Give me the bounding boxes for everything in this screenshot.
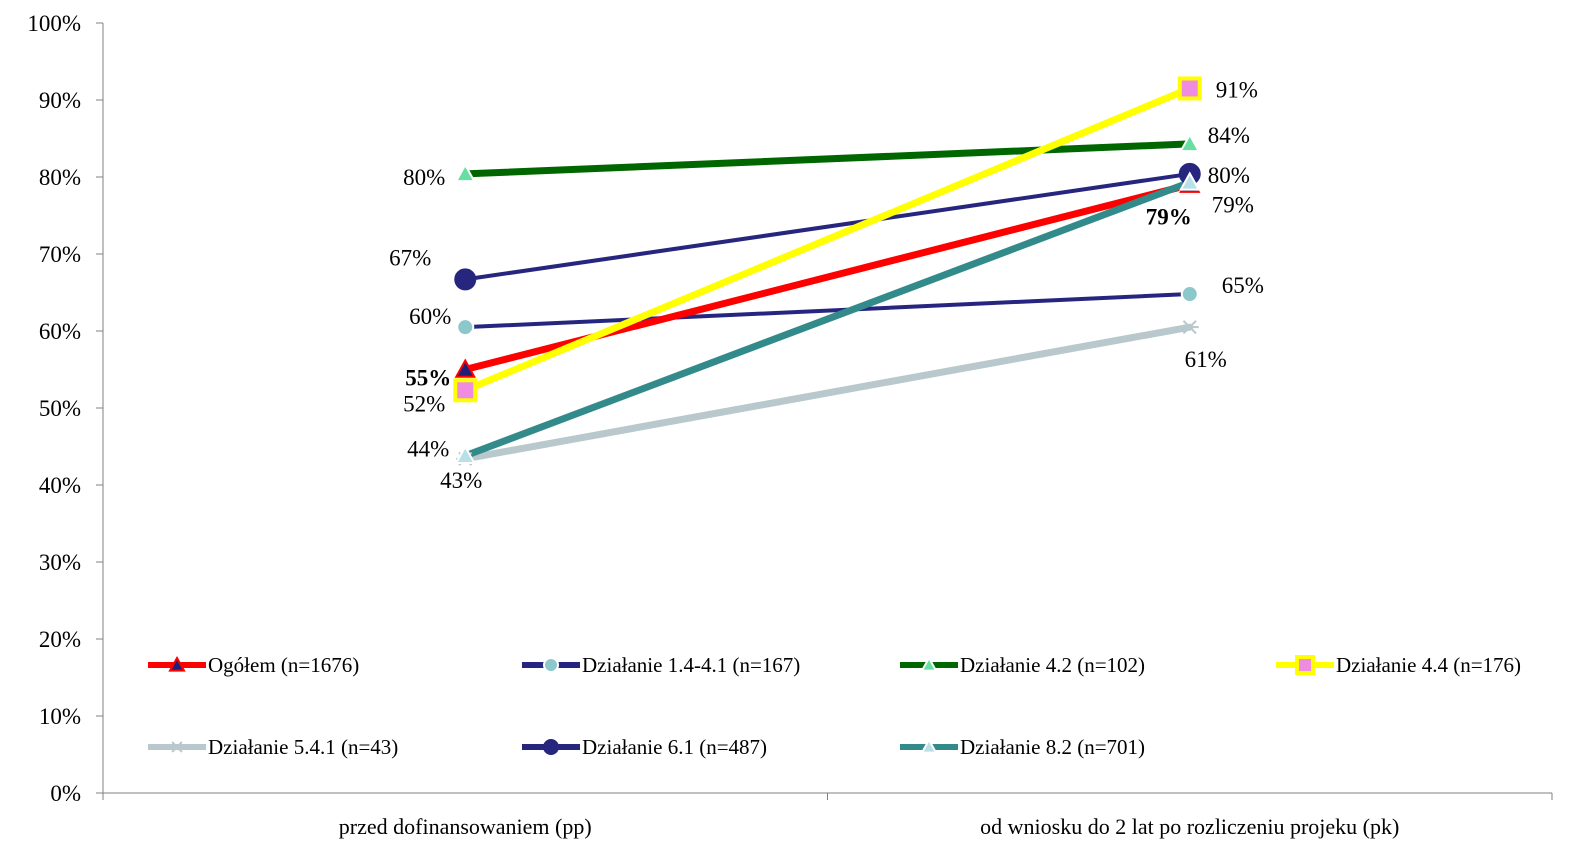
legend-entry: Działanie 4.4 (n=176) <box>1276 653 1521 677</box>
series-markers <box>453 76 1202 466</box>
legend: Ogółem (n=1676) Działanie 1.4-4.1 (n=167)… <box>148 653 1521 759</box>
legend-label: Ogółem (n=1676) <box>208 653 359 677</box>
data-label: 60% <box>409 304 451 329</box>
y-tick-label: 40% <box>39 473 81 498</box>
y-tick-label: 90% <box>39 88 81 113</box>
y-tick-label: 30% <box>39 550 81 575</box>
data-point-marker <box>454 444 476 464</box>
data-label: 67% <box>389 245 431 270</box>
legend-marker <box>168 655 186 672</box>
y-tick-label: 60% <box>39 319 81 344</box>
data-point-marker <box>1179 171 1201 191</box>
legend-marker <box>920 737 938 754</box>
data-point-marker <box>454 162 476 183</box>
series-line-6 <box>461 178 1194 460</box>
data-label: 91% <box>1216 77 1258 102</box>
legend-entry: Działanie 8.2 (n=701) <box>900 735 1145 759</box>
y-tick-label: 100% <box>27 11 81 36</box>
data-point-marker <box>453 378 478 403</box>
legend-label: Działanie 1.4-4.1 (n=167) <box>582 653 800 677</box>
legend-entry: Działanie 6.1 (n=487) <box>522 735 767 759</box>
y-axis-ticks: 0% 10% 20% 30% 40% 50% 60% 70% 80% 90% 100% <box>27 11 103 806</box>
series-lines <box>461 84 1194 463</box>
legend-entry: Działanie 4.2 (n=102) <box>900 653 1145 677</box>
data-point-marker <box>454 268 477 291</box>
y-tick-label: 0% <box>50 781 81 806</box>
y-tick-label: 10% <box>39 704 81 729</box>
y-tick-label: 70% <box>39 242 81 267</box>
data-point-marker <box>454 358 476 378</box>
legend-marker <box>920 655 938 672</box>
series-line-5 <box>463 171 1192 282</box>
data-label: 44% <box>407 437 449 462</box>
legend-marker <box>170 741 184 753</box>
legend-label: Działanie 4.2 (n=102) <box>960 653 1145 677</box>
data-point-marker <box>1180 285 1199 304</box>
data-label: 80% <box>403 165 445 190</box>
series-line-3 <box>461 84 1194 394</box>
data-label: 84% <box>1208 123 1250 148</box>
series-line-1 <box>463 292 1192 330</box>
data-point-marker <box>1180 320 1199 335</box>
y-tick-label: 50% <box>39 396 81 421</box>
data-label: 55% <box>405 366 451 391</box>
series-line-4 <box>461 323 1194 463</box>
data-point-marker <box>456 318 475 337</box>
data-point-marker <box>1177 76 1202 101</box>
data-label: 43% <box>440 468 482 493</box>
data-label: 61% <box>1185 347 1227 372</box>
data-label: 79% <box>1146 205 1192 230</box>
data-point-marker <box>1179 132 1201 153</box>
x-category-label: od wniosku do 2 lat po rozliczeniu proje… <box>980 814 1399 839</box>
data-label: 65% <box>1222 273 1264 298</box>
data-label: 52% <box>403 391 445 416</box>
legend-label: Działanie 6.1 (n=487) <box>582 735 767 759</box>
legend-label: Działanie 5.4.1 (n=43) <box>208 735 398 759</box>
y-tick-label: 80% <box>39 165 81 190</box>
data-label: 79% <box>1212 192 1254 217</box>
data-labels: 55% 79% 60% 65% 80% 84% 52% 91% 43% 61% 67% 80% 44% 7… <box>389 77 1264 492</box>
x-category-label: przed dofinansowaniem (pp) <box>339 814 592 839</box>
data-label: 80% <box>1208 163 1250 188</box>
legend-label: Działanie 4.4 (n=176) <box>1336 653 1521 677</box>
legend-marker <box>543 657 559 673</box>
legend-entry: Ogółem (n=1676) <box>148 653 359 677</box>
legend-marker <box>543 739 559 755</box>
x-axis-categories: przed dofinansowaniem (pp) od wniosku do … <box>102 793 1553 839</box>
legend-label: Działanie 8.2 (n=701) <box>960 735 1145 759</box>
axes <box>102 23 1552 794</box>
series-line-2 <box>461 140 1194 178</box>
legend-marker <box>1295 655 1315 675</box>
legend-entry: Działanie 1.4-4.1 (n=167) <box>522 653 800 677</box>
legend-entry: Działanie 5.4.1 (n=43) <box>148 735 398 759</box>
y-tick-label: 20% <box>39 627 81 652</box>
